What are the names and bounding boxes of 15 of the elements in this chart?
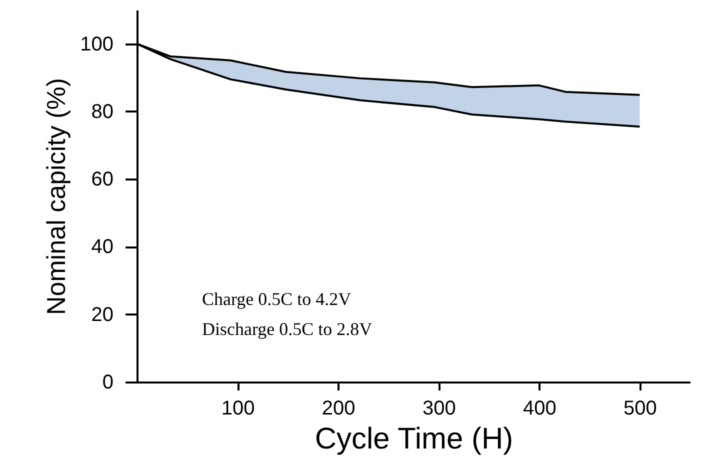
x-tick-label: 400 (522, 398, 556, 420)
annotation: Charge 0.5C to 4.2V (202, 289, 352, 309)
y-tick-label: 0 (102, 372, 114, 394)
y-axis-title: Nominal capicity (%) (41, 78, 72, 315)
y-tick-label: 80 (91, 100, 114, 123)
x-tick-label: 300 (422, 398, 456, 420)
y-tick-label: 40 (91, 236, 114, 258)
x-tick-label: 500 (624, 398, 657, 420)
y-tick-label: 20 (91, 304, 114, 326)
x-tick-label: 100 (221, 398, 255, 420)
x-axis-title: Cycle Time (H) (314, 422, 514, 456)
annotation: Discharge 0.5C to 2.8V (202, 319, 372, 339)
y-tick-label: 60 (91, 168, 114, 191)
x-tick-label: 200 (322, 398, 356, 420)
y-tick-label: 100 (80, 33, 114, 56)
